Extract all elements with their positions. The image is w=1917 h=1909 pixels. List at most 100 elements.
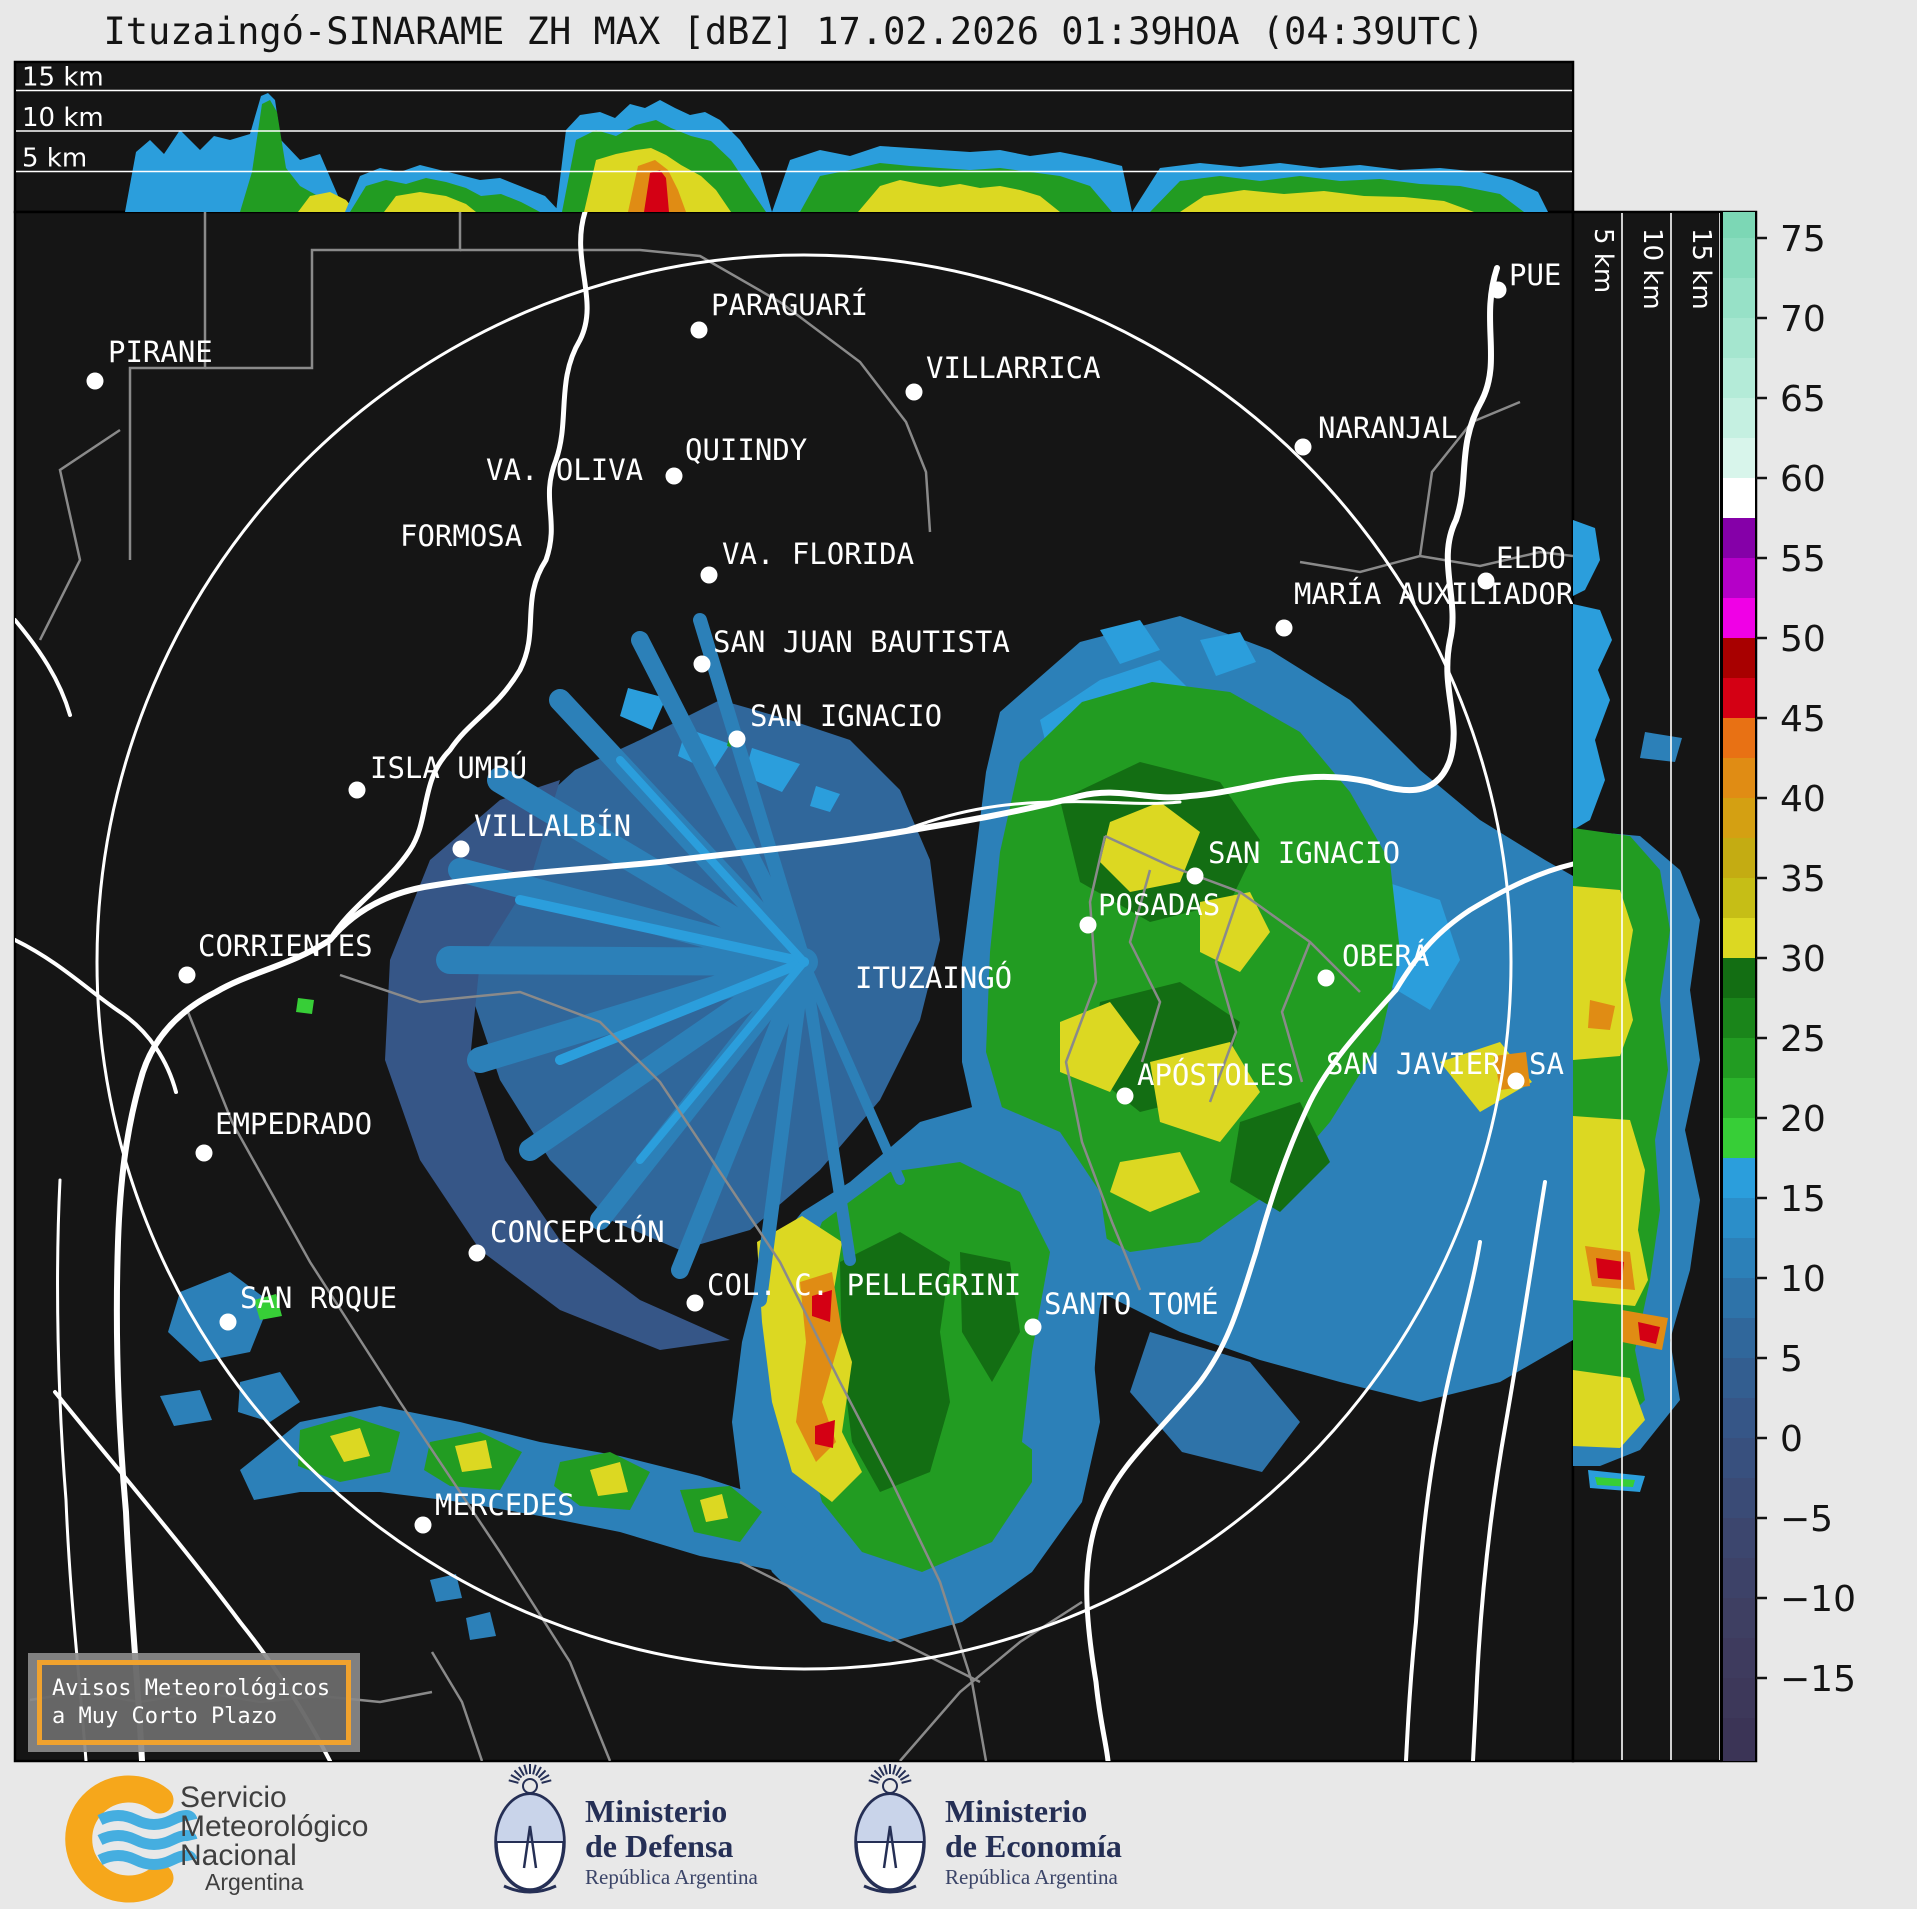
right-cross-section-content: 5 km 10 km 15 km [1573,213,1720,1760]
colorbar-band [1723,798,1755,839]
city-label: OBERÁ [1342,939,1429,973]
page-title: Ituzaingó-SINARAME ZH MAX [dBZ] 17.02.20… [103,10,1484,53]
warning-badge-line1: Avisos Meteorológicos [52,1675,331,1701]
city-label: CORRIENTES [198,929,373,963]
colorbar-band [1723,1678,1755,1719]
city-dot [348,781,366,799]
top-echo-region [240,100,345,212]
city-dot [665,467,683,485]
city-label: MARÍA AUXILIADOR [1294,577,1574,611]
province-border [1064,835,1142,1291]
colorbar-band [1723,1038,1755,1079]
city-label: POSADAS [1098,888,1220,922]
colorbar-band [1723,598,1755,639]
right-echo-region [1638,1322,1660,1344]
city-dot [690,321,708,339]
radar-spoke [515,895,809,967]
radar-spoke [555,957,809,1065]
colorbar-tick-label: 35 [1780,859,1826,900]
city-dot [195,1144,213,1162]
city-label: VA. FLORIDA [722,537,914,571]
echo-region [700,1494,728,1522]
city-label: APÓSTOLES [1137,1058,1294,1092]
colorbar-band [1723,1198,1755,1239]
warning-badge-line2: a Muy Corto Plazo [52,1703,278,1729]
right-echo-region [1573,886,1633,1060]
province-border [38,428,121,641]
echo-region [455,1440,492,1472]
radar-spoke [616,756,808,966]
echo-region [815,1420,835,1448]
right-echo-region [1573,1370,1645,1448]
city-label: NARANJAL [1318,411,1458,445]
colorbar-tick-label: 15 [1780,1179,1826,1220]
colorbar-band [1723,438,1755,479]
colorbar-band [1723,1358,1755,1399]
colorbar-tick-label: 70 [1780,299,1826,340]
province-border [460,248,932,533]
altitude-axis-label: 5 km [22,144,87,174]
city-dot [468,1244,486,1262]
city-dot [178,966,196,984]
river [15,618,72,717]
city-dot [1024,1318,1042,1336]
radar-spoke [671,953,813,1279]
province-border [339,973,988,1761]
colorbar-band [1723,718,1755,759]
colorbar-band [1723,1318,1755,1359]
city-label: EMPEDRADO [215,1107,372,1141]
coat-of-arms-icon [854,1764,926,1894]
colorbar-tick-label: −15 [1780,1659,1856,1700]
colorbar-band [1723,278,1755,319]
river [1393,861,1573,993]
echo-region [620,688,666,730]
province-border [739,1560,981,1684]
ministry-name-line1: Ministerio [945,1793,1087,1829]
ministry-name-line2: de Economía [945,1828,1122,1864]
city-label: SANTO TOMÉ [1044,1287,1219,1321]
echo-region [960,1252,1020,1382]
echo-region [296,998,314,1014]
city-dot [693,655,711,673]
altitude-axis-label: 15 km [1686,228,1716,310]
top-echo-region [384,192,476,212]
colorbar-band [1723,678,1755,719]
smn-name-line2: Meteorológico [180,1810,368,1843]
echo-region [590,1462,628,1496]
colorbar-band [1723,758,1755,799]
colorbar-band [1723,918,1755,959]
colorbar-band [1723,1078,1755,1119]
coat-of-arms-icon [494,1764,566,1894]
range-ring [95,253,1513,1671]
colorbar-band [1723,1158,1755,1199]
echo-region [254,1294,282,1320]
smn-wave-icon [97,1810,198,1830]
echo-region [840,1232,950,1492]
colorbar-tick-label: 75 [1780,219,1826,260]
city-label: VA. OLIVA [486,453,643,487]
river [15,938,178,1094]
colorbar-tick-label: 40 [1780,779,1826,820]
colorbar-tick-label: 65 [1780,379,1826,420]
city-label: VILLALBÍN [474,809,631,843]
city-dot [86,372,104,390]
province-border [186,1011,612,1761]
city-label: VILLARRICA [926,351,1101,385]
colorbar-band [1723,1518,1755,1559]
city-label: QUIINDY [685,433,807,467]
city-label: ISLA UMBÚ [370,751,527,785]
ministry-name-line1: Ministerio [585,1793,727,1829]
top-echo-region [858,180,1060,212]
river [1084,987,1399,1761]
echo-region [466,1612,496,1640]
smn-country: Argentina [205,1869,304,1895]
river [327,212,590,943]
colorbar-band [1723,212,1755,239]
city-label: SAN JUAN BAUTISTA [713,625,1010,659]
echo-region [810,786,840,812]
colorbar-band [1723,1118,1755,1159]
province-border [1280,941,1312,1083]
